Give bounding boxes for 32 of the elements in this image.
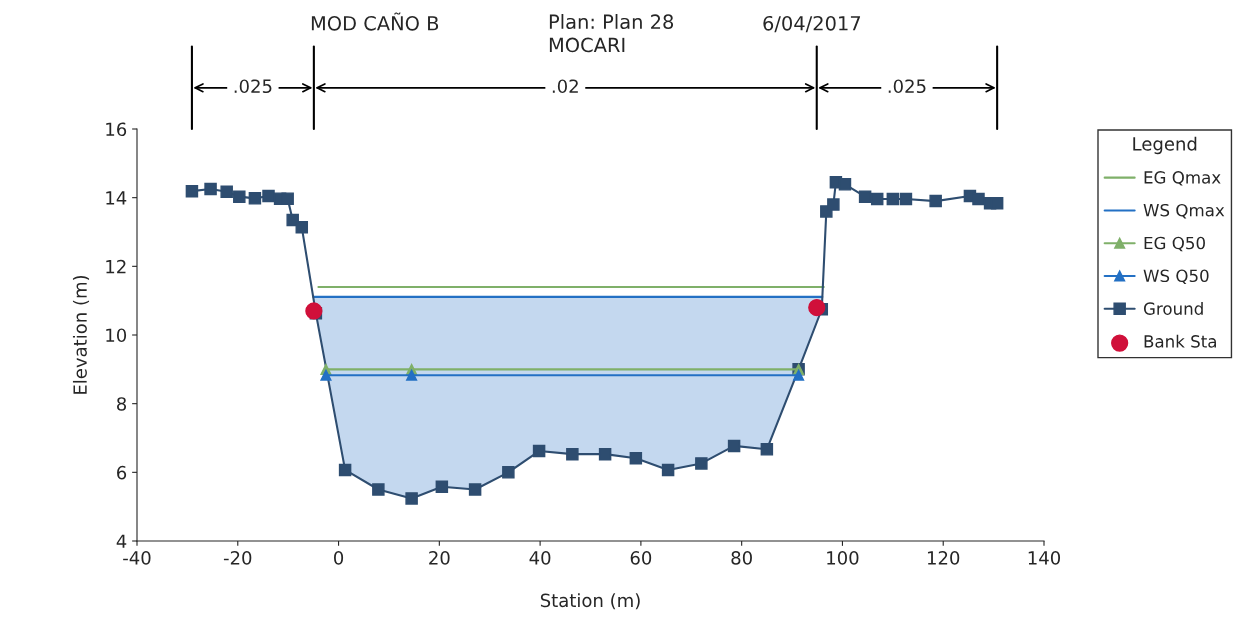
y-tick-label: 12 [106,259,126,274]
y-tick-label: 4 [116,534,127,548]
chart-title: MOD CAÑO B [311,12,439,31]
x-tick-label: 20 [429,551,450,565]
legend-label: Ground [1143,302,1203,315]
y-tick-label: 14 [106,191,127,205]
text: .025 [234,79,272,94]
y-axis-title: Elevation (m) [72,275,90,394]
y-tick-label: 10 [106,328,127,343]
y-tick-label: 8 [117,397,127,411]
legend-title: Legend [1133,136,1197,155]
text: 6/04/2017 [763,15,861,33]
x-tick-label: -40 [123,551,151,565]
text: .02 [552,79,578,94]
legend-label: WS Q50 [1143,269,1209,285]
x-axis-title: Station (m) [540,593,640,610]
legend-label: EG Q50 [1144,236,1205,252]
chart-subtitle: Plan: Plan 28 MOCARI [549,14,674,53]
x-tick-label: 40 [529,551,551,565]
legend-label: Bank Sta [1144,334,1216,348]
y-tick-label: 16 [106,122,127,137]
y-tick-label: 6 [117,465,127,480]
x-tick-label: 0 [334,551,344,565]
x-tick-label: 140 [1028,551,1061,565]
x-tick-label: -20 [223,551,252,565]
x-tick-label: 60 [630,551,652,565]
x-tick-label: 100 [827,551,859,565]
legend-label: WS Qmax [1143,203,1225,219]
text: .025 [888,79,926,94]
x-tick-label: 120 [927,551,960,565]
legend-label: EG Qmax [1144,171,1221,186]
x-tick-label: 80 [731,551,752,565]
